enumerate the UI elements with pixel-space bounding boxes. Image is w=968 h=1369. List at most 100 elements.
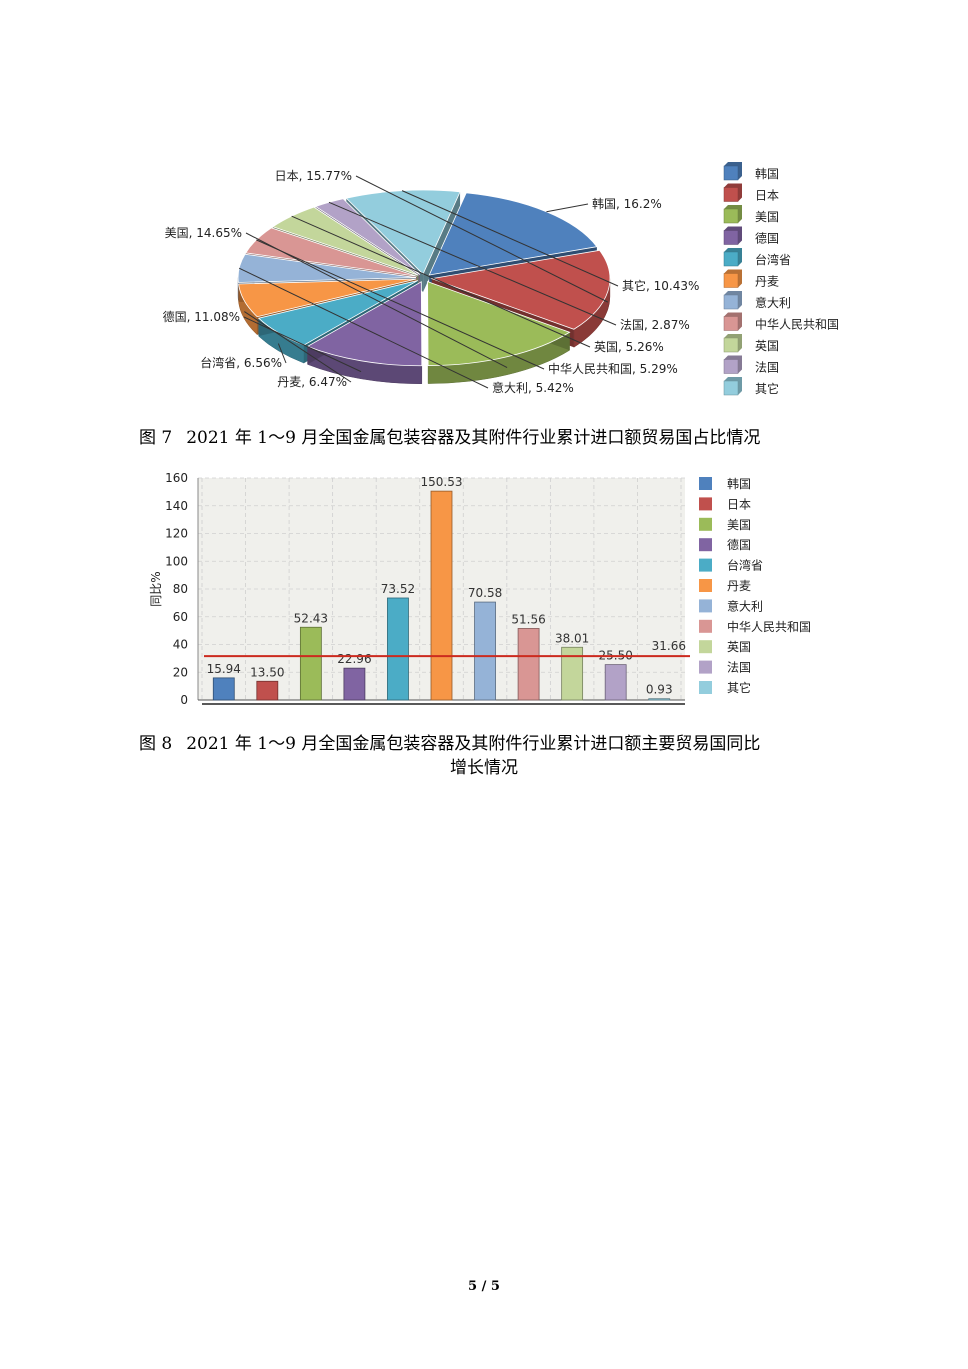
bar-7 [517,628,540,701]
bar-legend-label-9: 法国 [727,661,751,675]
page-number: 5 / 5 [468,1279,500,1294]
pie-leader-6 [238,267,489,389]
bar-ytick-label-7: 140 [165,499,188,513]
bar-ytick-label-0: 0 [180,693,188,707]
pie-legend-swatch-10 [723,380,739,396]
bar-2 [299,626,322,701]
bar-gridlines [198,477,685,701]
bar-legend-swatch-3 [699,538,712,552]
bar-legend-label-10: 其它 [727,680,751,695]
pie-slice-5 [238,278,417,318]
bar-legend-label-4: 台湾省 [727,558,763,573]
pie-label-8: 英国, 5.26% [594,340,664,354]
pie-slice-1 [430,249,611,330]
figure8-title-line1: 2021 年 1～9 月全国金属包装容器及其附件行业累计进口额主要贸易国同比 [186,734,761,754]
bar-value-label-0: 15.94 [207,662,241,676]
bar-value-label-2: 52.43 [294,611,328,625]
bar-3 [343,667,366,701]
bar-1 [256,680,279,701]
bar-legend-swatch-0 [699,477,712,490]
pie-legend-label-10: 其它 [755,381,779,396]
pie-leader-5 [244,311,352,383]
bar-legend-label-8: 英国 [727,640,751,654]
bar-reference-label: 31.66 [652,639,686,653]
figure7-title: 2021 年 1～9 月全国金属包装容器及其附件行业累计进口额贸易国占比情况 [186,428,761,448]
bar-ytick-label-4: 80 [173,582,188,596]
pie-leader-10 [401,190,619,287]
pie-leader-0 [546,203,589,213]
pie-slice-6 [237,253,417,283]
pie-legend-swatch-1 [723,187,739,202]
bar-4 [387,597,409,701]
pie-label-4: 台湾省, 6.56% [200,355,282,370]
pie-legend-swatch-7 [723,316,739,331]
bar-legend-swatch-4 [699,558,712,572]
pie-legend-swatch-6 [723,294,739,310]
pie-wall-10-1 [423,191,461,293]
pie-leader-2 [245,232,508,368]
pie-legend-label-7: 中华人民共和国 [755,317,839,332]
pie-legend-label-6: 意大利 [755,295,791,310]
bar-legend-swatch-10 [699,681,712,694]
pie-legend-swatch-2 [723,208,739,224]
bar-ytick-label-5: 100 [165,554,188,568]
bar-legend-swatch-2 [699,517,712,531]
pie-leader-7 [256,239,545,370]
pie-legend-swatch-3 [723,230,739,245]
pie-legend-swatch-5 [723,273,739,288]
bar-legend-label-3: 德国 [727,537,751,552]
pie-legend-label-2: 美国 [755,210,779,224]
bar-legend-swatch-5 [699,579,712,592]
bar-legend-label-2: 美国 [727,518,751,532]
pie-legend-swatch-9 [723,359,739,374]
bar-value-label-3: 22.96 [337,652,371,666]
pie-slice-3 [306,281,423,367]
bar-value-label-1: 13.50 [250,665,284,679]
pie-leader-8 [291,215,591,348]
bar-ytick-label-2: 40 [173,638,188,652]
pie-label-6: 意大利, 5.42% [492,380,574,395]
pie-slice-0 [428,192,598,276]
figure8-caption: 图 8 2021 年 1～9 月全国金属包装容器及其附件行业累计进口额主要贸易国同… [139,729,760,754]
figure7-caption: 图 7 2021 年 1～9 月全国金属包装容器及其附件行业累计进口额贸易国占比情… [139,423,760,448]
bar-value-label-6: 70.58 [468,586,502,600]
bar-10 [648,698,671,701]
bar-5 [430,490,453,701]
pie-leader-3 [243,316,362,373]
figure8-caption-line2: 增长情况 [0,753,968,778]
bar-y-axis-label: 同比% [149,571,163,606]
bar-value-label-5: 150.53 [421,475,463,489]
bar-legend-label-7: 中华人民共和国 [727,619,811,634]
bar-8 [561,646,584,701]
bar-legend-label-6: 意大利 [727,598,763,613]
pie-label-7: 中华人民共和国, 5.29% [548,361,678,376]
bar-legend-label-0: 韩国 [727,476,751,491]
pie-legend-swatch-0 [723,165,739,181]
figure8-number: 图 8 [139,734,173,754]
pie-legend-label-0: 韩国 [755,166,779,181]
bar-legend-swatch-7 [699,619,712,633]
bar-legend-label-5: 丹麦 [727,579,751,593]
pie-label-3: 德国, 11.08% [163,309,240,324]
pie-legend-swatch-8 [723,337,739,353]
bar-legend-label-1: 日本 [727,497,751,511]
figure8-title-line2: 增长情况 [450,758,518,778]
pie-legend-label-3: 德国 [755,231,779,246]
pie-chart: 韩国, 16.2% 日本, 15.77% 美国, 14.65% 德国, 11.08% 台… [163,162,839,396]
bar-chart: 0 20 40 60 80 100 120 140 160 同比% 15.94 13.50 52.43 2… [149,471,811,707]
bar-ytick-label-1: 20 [173,665,188,679]
bar-value-label-10: 0.93 [646,683,673,697]
figure7-number: 图 7 [139,428,173,448]
pie-labels: 韩国, 16.2% 日本, 15.77% 美国, 14.65% 德国, 11.08% 台… [163,169,700,395]
bar-value-label-4: 73.52 [381,582,415,596]
pie-label-10: 其它, 10.43% [622,278,699,293]
pie-leader-4 [277,343,287,364]
bar-0 [212,677,235,701]
pie-label-0: 韩国, 16.2% [592,196,662,211]
bar-legend-swatch-9 [699,660,712,674]
pie-legend-label-1: 日本 [755,189,779,203]
pie-legend-swatch-4 [723,251,739,267]
bar-ytick-label-6: 120 [165,527,188,541]
pie-label-9: 法国, 2.87% [620,318,690,332]
